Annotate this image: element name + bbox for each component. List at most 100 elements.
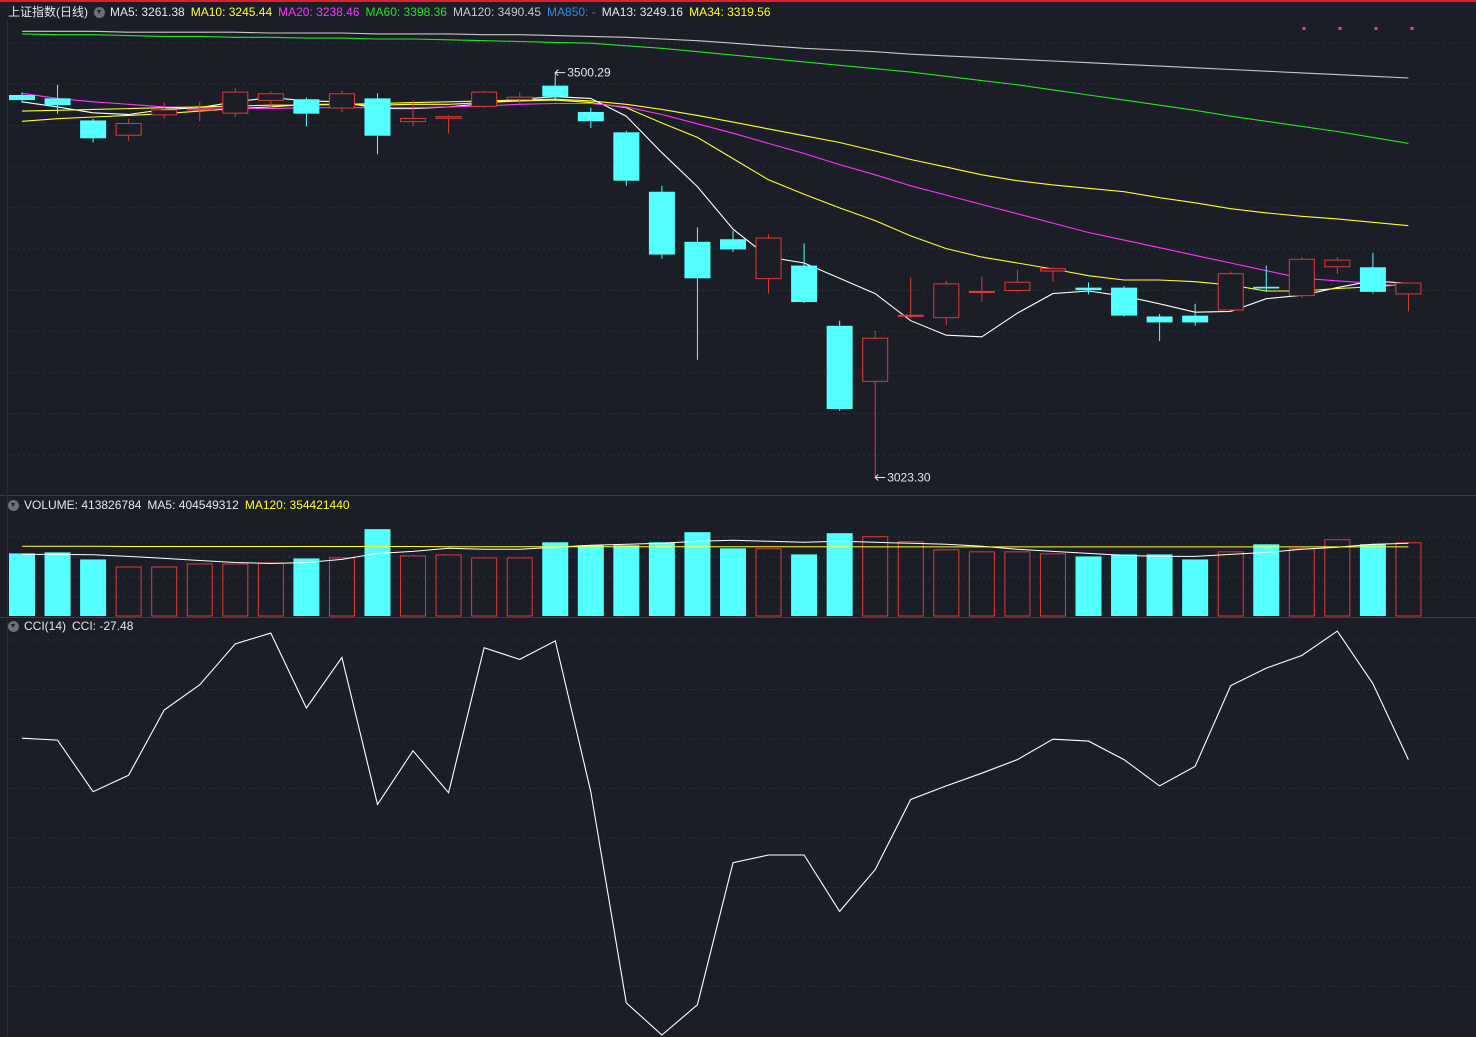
candle-body-up [506, 96, 533, 101]
volume-bar-up [1395, 542, 1422, 617]
cci-line [21, 630, 1409, 1036]
candle [968, 276, 995, 303]
candle [933, 280, 960, 325]
volume-ma5-line [22, 539, 1409, 565]
grid-layer [8, 42, 1473, 987]
volume-bar-up [1004, 551, 1031, 617]
candle [115, 118, 142, 141]
legend-ma5: MA5: 3261.38 [110, 5, 185, 19]
candle-body-down [364, 98, 391, 136]
candle-body-down [791, 265, 818, 303]
candle-body-down [826, 325, 853, 409]
cci-layer [21, 630, 1409, 1036]
high-price-label: 3500.29 [567, 66, 611, 80]
candle-body-up [222, 91, 249, 114]
candle [862, 330, 889, 478]
legend-cci-name: CCI(14) [24, 619, 67, 633]
volume-bar-down [1253, 544, 1280, 616]
candle-body-up [328, 93, 355, 109]
ma-line-ma10 [21, 99, 1409, 292]
candle-body-down [44, 98, 71, 106]
volume-bar-down [613, 545, 640, 616]
volume-bar-up [1324, 539, 1351, 617]
signal-marker [1302, 27, 1306, 30]
candle [257, 91, 284, 108]
volume-bar-up [222, 563, 249, 617]
legend-cci-value: CCI: -27.48 [72, 619, 134, 633]
candle [293, 97, 320, 127]
main-legend: 上证指数(日线) MA5: 3261.38 MA10: 3245.44 MA20… [8, 4, 777, 20]
volume-bar-down [648, 542, 675, 616]
ma-line-ma5 [21, 96, 1409, 338]
candle-body-down [720, 239, 746, 250]
marker-layer [554, 27, 1414, 481]
candle-body-up [1217, 273, 1244, 311]
candle [613, 130, 640, 186]
ma-line-ma34 [21, 98, 1409, 227]
legend-ma20: MA20: 3238.46 [278, 5, 360, 19]
volume-bar-down [1146, 554, 1173, 616]
legend-ma60: MA60: 3398.36 [365, 5, 447, 19]
candle [1324, 257, 1351, 275]
candle-body-down [542, 85, 569, 97]
candle [80, 118, 107, 143]
candle [1111, 285, 1138, 317]
candle [1288, 257, 1315, 298]
candle-body-down [293, 99, 320, 114]
volume-bar-down [791, 554, 818, 616]
candle-body-up [1288, 258, 1315, 297]
candle [1253, 265, 1280, 292]
candle-body-down [577, 111, 604, 122]
candle [1217, 271, 1244, 312]
volume-bar-up [186, 563, 213, 617]
ma-line-ma20 [21, 92, 1409, 288]
candle [755, 234, 782, 294]
candle [1395, 282, 1422, 312]
candle-body-up [933, 283, 960, 319]
candle-body-down [1075, 287, 1102, 291]
volume-bar-up [1039, 553, 1066, 617]
candle [400, 100, 427, 127]
volume-bar-up [506, 557, 533, 617]
candle [791, 243, 818, 303]
volume-bar-down [1359, 544, 1386, 616]
cci-menu-toggle[interactable] [8, 620, 19, 632]
candle-body-down [1111, 287, 1138, 316]
candles-layer [9, 72, 1422, 478]
volume-bar-up [1288, 548, 1315, 617]
ma-lines-layer [21, 30, 1409, 338]
candle [648, 185, 675, 259]
volume-bar-up [755, 548, 782, 617]
top-accent-bar [0, 0, 1476, 2]
candle [1004, 269, 1031, 292]
volume-bar-down [826, 533, 853, 616]
volume-bar-up [1217, 551, 1244, 617]
candle [44, 84, 71, 114]
candle [897, 277, 924, 319]
candle-body-up [257, 93, 284, 101]
signal-marker [1338, 27, 1342, 30]
candle-body-down [1182, 315, 1209, 323]
candle-body-down [1146, 316, 1173, 323]
candle-body-up [1395, 282, 1422, 295]
candle [328, 90, 355, 112]
legend-volume: VOLUME: 413826784 [24, 498, 142, 512]
legend-ma850: MA850: - [547, 5, 596, 19]
volume-bar-up [968, 551, 995, 617]
main-chart-menu-toggle[interactable] [94, 6, 105, 18]
volume-bar-down [684, 532, 711, 616]
volume-layer [9, 529, 1422, 617]
volume-bar-up [897, 541, 924, 617]
volume-menu-toggle[interactable] [8, 499, 19, 511]
candle [1359, 252, 1386, 294]
candle-body-up [1039, 268, 1066, 272]
volume-bar-up [115, 566, 142, 617]
candle-body-down [1359, 267, 1386, 292]
candle-body-down [684, 241, 711, 279]
candle [684, 227, 711, 360]
candle-body-down [1253, 286, 1280, 289]
volume-bar-down [720, 548, 746, 616]
candle-body-up [755, 237, 782, 280]
